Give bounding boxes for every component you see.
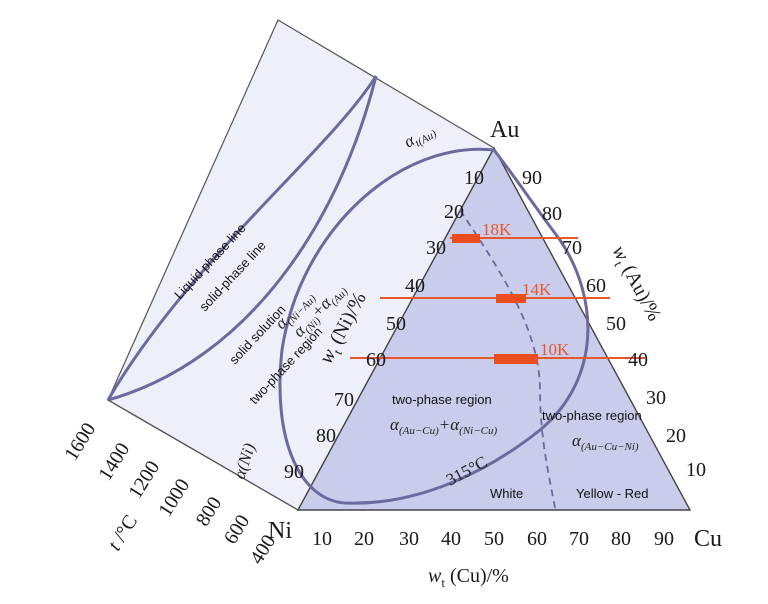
tick-cu-10: 10 (312, 528, 332, 550)
tick-t-1000: 1000 (154, 475, 194, 521)
label-yellow-red: Yellow - Red (576, 486, 649, 501)
tick-au-30: 30 (646, 387, 666, 409)
tick-cu-20: 20 (354, 528, 374, 550)
temperature-axis-line (107, 399, 299, 511)
tick-au-70: 70 (562, 237, 582, 259)
liquid-phase-line (106, 75, 378, 401)
label-white: White (490, 486, 523, 501)
isoline-label-18k: 18K (482, 220, 512, 239)
tick-au-40: 40 (628, 349, 648, 371)
vertex-cu: Cu (694, 526, 722, 552)
axis-title-temperature: t /°C (104, 511, 143, 554)
tick-cu-90: 90 (654, 528, 674, 550)
isoline-label-14k: 14K (522, 280, 552, 299)
isoline-label-10k: 10K (540, 340, 570, 359)
miscibility-gap-curve (278, 147, 590, 505)
ternary-triangle (296, 146, 692, 511)
vertex-au: Au (490, 117, 519, 143)
label-two-phase-right: two-phase region (542, 408, 642, 423)
tick-ni-90: 90 (284, 461, 304, 483)
tick-t-1400: 1400 (94, 439, 134, 485)
tick-au-50: 50 (606, 313, 626, 335)
tick-au-20: 20 (666, 425, 686, 447)
vertex-ni: Ni (268, 518, 292, 544)
tick-au-80: 80 (542, 203, 562, 225)
tick-t-600: 600 (220, 511, 255, 548)
tick-cu-80: 80 (611, 528, 631, 550)
tick-cu-60: 60 (527, 528, 547, 550)
axis-title-cu: wt (Cu)/% (428, 565, 509, 590)
tick-t-1600: 1600 (60, 419, 100, 465)
tick-au-10: 10 (686, 459, 706, 481)
bottom-axis-ticks: 10 20 30 40 50 60 70 80 90 (312, 528, 674, 550)
tick-cu-50: 50 (484, 528, 504, 550)
label-alpha-aucuni: α(Au−Cu−Ni) (572, 431, 639, 453)
tick-cu-30: 30 (399, 528, 419, 550)
tick-ni-10: 10 (464, 167, 484, 189)
label-alpha-aucu-nicu: α(Au−Cu)+α(Ni−Cu) (390, 415, 497, 437)
tick-ni-70: 70 (334, 389, 354, 411)
solid-phase-line (107, 75, 378, 402)
tick-au-60: 60 (586, 275, 606, 297)
tick-ni-20: 20 (444, 201, 464, 223)
label-two-phase-center: two-phase region (392, 392, 492, 407)
tick-ni-80: 80 (316, 425, 336, 447)
tick-cu-40: 40 (441, 528, 461, 550)
tick-ni-40: 40 (405, 275, 425, 297)
tick-ni-30: 30 (426, 237, 446, 259)
isoline-bar-18k (452, 234, 480, 243)
tick-au-90: 90 (522, 167, 542, 189)
tick-ni-50: 50 (386, 313, 406, 335)
right-axis-ticks: 90 80 70 60 50 40 30 20 10 (522, 167, 706, 481)
isoline-bar-10k (494, 354, 538, 364)
tick-cu-70: 70 (569, 528, 589, 550)
tick-t-800: 800 (192, 493, 227, 530)
tick-ni-60: 60 (366, 349, 386, 371)
left-axis-ticks: 10 20 30 40 50 60 70 80 90 (284, 167, 484, 483)
tick-t-1200: 1200 (124, 457, 164, 503)
isoline-bar-14k (496, 294, 526, 303)
